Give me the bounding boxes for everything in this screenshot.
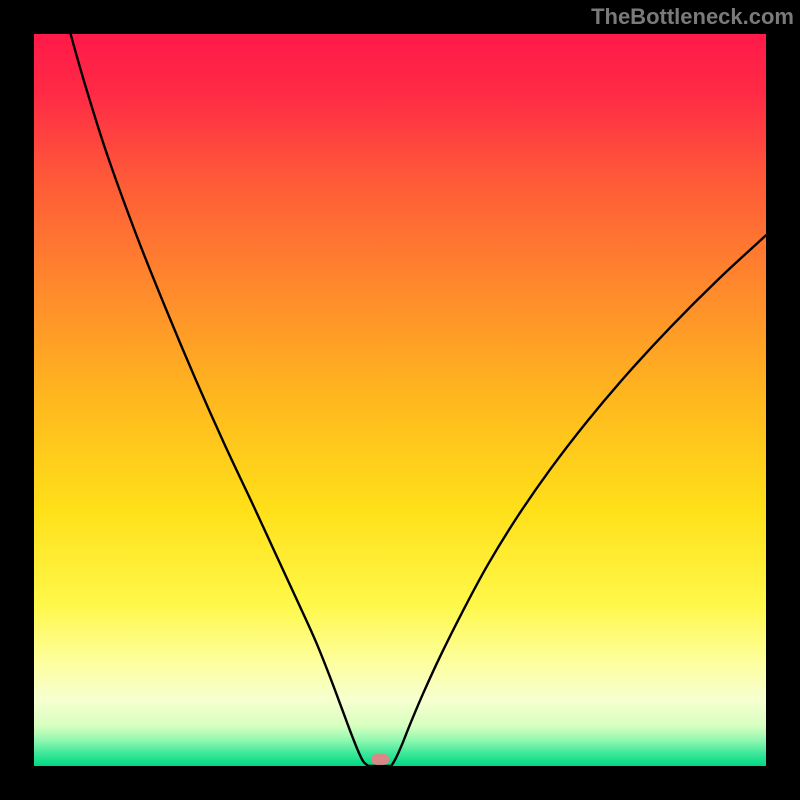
curve-layer (0, 0, 800, 800)
curve-left (71, 34, 369, 766)
chart-container: TheBottleneck.com (0, 0, 800, 800)
curve-right (391, 235, 766, 766)
optimal-marker (371, 754, 389, 765)
watermark-text: TheBottleneck.com (591, 4, 794, 30)
